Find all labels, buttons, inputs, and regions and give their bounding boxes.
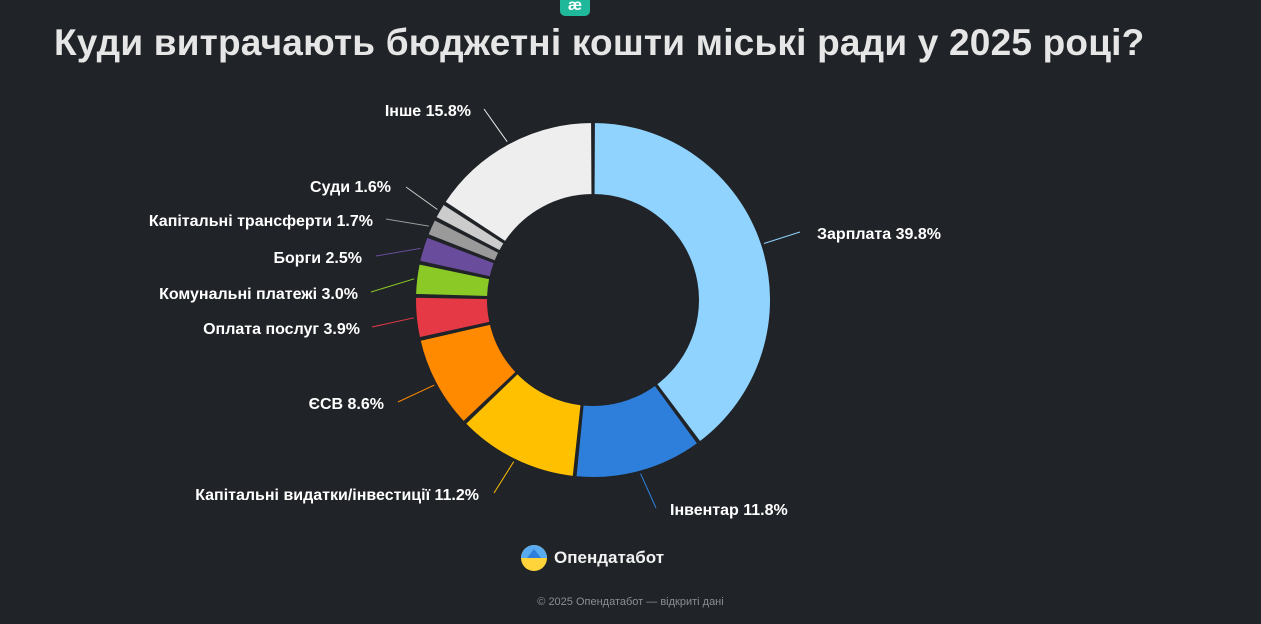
page-title: Куди витрачають бюджетні кошти міські ра… bbox=[54, 22, 1145, 63]
slice-label: Капітальні видатки/інвестиції 11.2% bbox=[195, 487, 479, 504]
brand-name: Опендатабот bbox=[554, 548, 665, 567]
slice-label: Суди 1.6% bbox=[310, 179, 391, 196]
slice-label: Інше 15.8% bbox=[385, 103, 471, 120]
leader-line bbox=[405, 186, 438, 210]
donut-slice bbox=[463, 371, 583, 478]
brand: Опендатабот bbox=[520, 544, 664, 572]
top-logo-glyph: æ bbox=[567, 0, 583, 14]
slice-label: Комунальні платежі 3.0% bbox=[159, 286, 358, 303]
leader-line bbox=[371, 317, 414, 328]
donut-slice bbox=[414, 295, 492, 340]
leader-line bbox=[370, 278, 415, 293]
slice-label: Оплата послуг 3.9% bbox=[203, 321, 360, 338]
leader-line bbox=[483, 108, 508, 143]
footer-copyright: © 2025 Опендатабот — відкриті дані bbox=[537, 596, 724, 608]
donut-slice bbox=[418, 322, 518, 424]
donut-slice bbox=[434, 202, 506, 253]
leader-line bbox=[375, 247, 421, 257]
donut-slice bbox=[414, 262, 492, 298]
leader-line bbox=[493, 461, 515, 494]
donut-slice bbox=[418, 235, 496, 279]
slice-label: Інвентар 11.8% bbox=[670, 502, 788, 519]
top-logo: æ bbox=[560, 0, 590, 16]
leader-line bbox=[640, 473, 657, 509]
donut-slice bbox=[592, 121, 772, 444]
leader-line bbox=[763, 231, 801, 244]
slice-label: Капітальні трансферти 1.7% bbox=[149, 213, 373, 230]
slice-label: Зарплата 39.8% bbox=[817, 226, 941, 243]
leader-line bbox=[385, 218, 429, 227]
slice-label: ЄСВ 8.6% bbox=[309, 396, 384, 413]
leader-line bbox=[397, 384, 435, 403]
donut-slice bbox=[443, 121, 594, 244]
donut-slice bbox=[574, 383, 700, 479]
donut-slice bbox=[426, 218, 501, 263]
slice-label: Борги 2.5% bbox=[274, 250, 362, 267]
opendatabot-logo-icon bbox=[521, 545, 547, 571]
